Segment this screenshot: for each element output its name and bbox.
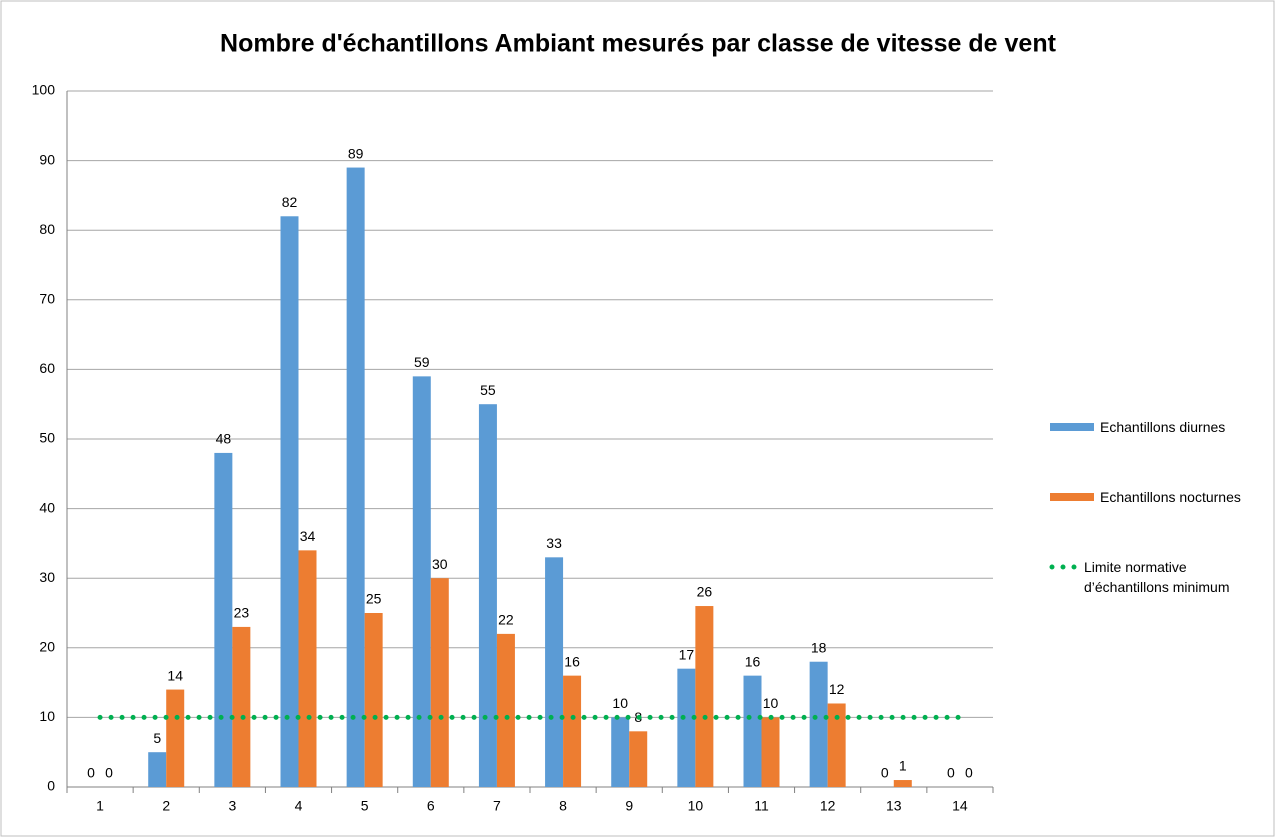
x-tick-label: 7 (493, 798, 501, 814)
bar (166, 689, 185, 787)
bar (214, 452, 233, 787)
legend-swatch (1050, 423, 1094, 431)
bar (364, 613, 383, 787)
data-label: 0 (105, 765, 113, 781)
x-tick-label: 11 (754, 798, 769, 814)
data-label: 10 (763, 695, 779, 711)
data-label: 0 (965, 765, 973, 781)
bar (412, 376, 431, 787)
x-tick-label: 2 (162, 798, 170, 814)
bar (629, 731, 648, 787)
x-tick-label: 10 (688, 798, 704, 814)
data-label: 14 (167, 667, 183, 683)
bar (761, 717, 780, 787)
data-label: 17 (679, 646, 695, 662)
legend-swatch (1050, 493, 1094, 501)
x-tick-label: 4 (295, 798, 303, 814)
y-tick-label: 70 (39, 291, 55, 307)
bar (232, 626, 251, 787)
bar (893, 780, 912, 787)
bar (809, 661, 828, 787)
bar (496, 633, 515, 787)
legend-label: Limite normative d’échantillons minimum (1084, 559, 1230, 595)
chart-title: Nombre d'échantillons Ambiant mesurés pa… (220, 30, 1057, 58)
bar (611, 717, 630, 787)
data-label: 26 (697, 584, 713, 600)
y-tick-label: 40 (39, 499, 55, 515)
data-label: 22 (498, 612, 514, 628)
bar (478, 404, 497, 787)
x-tick-label: 6 (427, 798, 435, 814)
bar (677, 668, 696, 787)
data-label: 1 (899, 758, 907, 774)
y-tick-label: 100 (32, 82, 56, 98)
bar (827, 703, 846, 787)
data-label: 10 (612, 695, 628, 711)
data-label: 33 (546, 535, 562, 551)
bar (563, 675, 582, 787)
bar (695, 606, 714, 787)
y-tick-label: 10 (39, 708, 55, 724)
data-label: 48 (216, 431, 232, 447)
data-label: 89 (348, 145, 364, 161)
x-tick-label: 5 (361, 798, 369, 814)
data-label: 25 (366, 591, 382, 607)
data-label: 0 (881, 765, 889, 781)
data-label: 16 (564, 653, 580, 669)
y-tick-label: 80 (39, 221, 55, 237)
x-tick-label: 14 (952, 798, 968, 814)
bar (743, 675, 762, 787)
x-tick-label: 1 (96, 798, 104, 814)
y-tick-label: 0 (47, 778, 55, 794)
bar (280, 216, 299, 787)
y-tick-label: 90 (39, 151, 55, 167)
y-tick-label: 50 (39, 430, 55, 446)
legend-label: Echantillons nocturnes (1100, 489, 1241, 505)
data-label: 0 (947, 765, 955, 781)
y-tick-label: 20 (39, 639, 55, 655)
data-label: 18 (811, 639, 827, 655)
data-label: 5 (153, 730, 161, 746)
data-label: 12 (829, 681, 845, 697)
x-tick-label: 3 (228, 798, 236, 814)
y-tick-label: 60 (39, 360, 55, 376)
x-tick-label: 13 (886, 798, 902, 814)
data-label: 55 (480, 382, 496, 398)
data-label: 0 (87, 765, 95, 781)
bar (148, 752, 167, 787)
bar (298, 550, 317, 787)
x-tick-label: 9 (625, 798, 633, 814)
y-tick-label: 30 (39, 569, 55, 585)
data-label: 59 (414, 354, 430, 370)
data-label: 82 (282, 194, 298, 210)
data-label: 23 (234, 605, 250, 621)
bar (545, 557, 564, 787)
legend-label: Echantillons diurnes (1100, 419, 1226, 435)
data-label: 30 (432, 556, 448, 572)
bar (430, 578, 449, 787)
bar (346, 167, 365, 787)
x-tick-label: 8 (559, 798, 567, 814)
data-label: 34 (300, 528, 316, 544)
x-tick-label: 12 (820, 798, 836, 814)
data-label: 16 (745, 653, 761, 669)
